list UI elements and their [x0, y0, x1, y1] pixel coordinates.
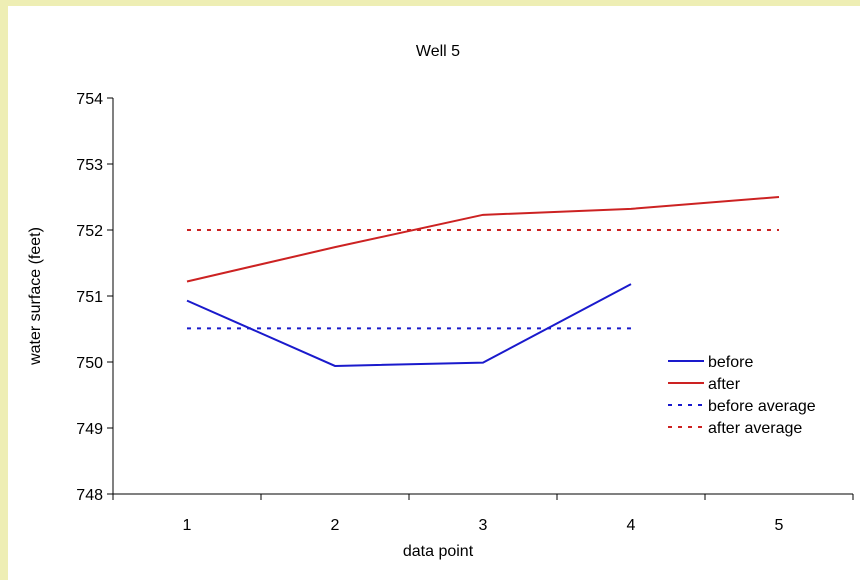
y-tick-label: 753	[76, 157, 103, 174]
x-axis-ticks: 1 2 3 4 5	[112, 494, 854, 534]
legend-label: before average	[708, 398, 816, 415]
y-tick-label: 751	[76, 289, 103, 306]
x-tick-label: 5	[775, 517, 784, 534]
y-axis-ticks: 748 749 750 751 752 753 754	[76, 91, 113, 504]
x-tick-label: 3	[479, 517, 488, 534]
y-tick-label: 754	[76, 91, 103, 108]
y-tick-label: 749	[76, 421, 103, 438]
x-axis-label: data point	[403, 543, 474, 560]
series-line-before	[186, 283, 632, 367]
y-tick-label: 748	[76, 487, 103, 504]
chart-frame: Well 5 748 749 750 751 752 753 754 1 2 3 4 5 data …	[8, 6, 860, 580]
line-chart: Well 5 748 749 750 751 752 753 754 1 2 3 4 5 data …	[27, 43, 854, 560]
series-line-after	[186, 196, 780, 283]
chart-title: Well 5	[416, 43, 460, 60]
series-layer	[186, 196, 780, 367]
y-tick-label: 750	[76, 355, 103, 372]
legend-label: before	[708, 354, 753, 371]
legend: before after before average after average	[668, 354, 816, 437]
x-tick-label: 1	[183, 517, 192, 534]
y-tick-label: 752	[76, 223, 103, 240]
legend-label: after average	[708, 420, 802, 437]
legend-label: after	[708, 376, 741, 393]
x-tick-label: 2	[331, 517, 340, 534]
y-axis-label: water surface (feet)	[27, 227, 44, 366]
x-tick-label: 4	[627, 517, 636, 534]
